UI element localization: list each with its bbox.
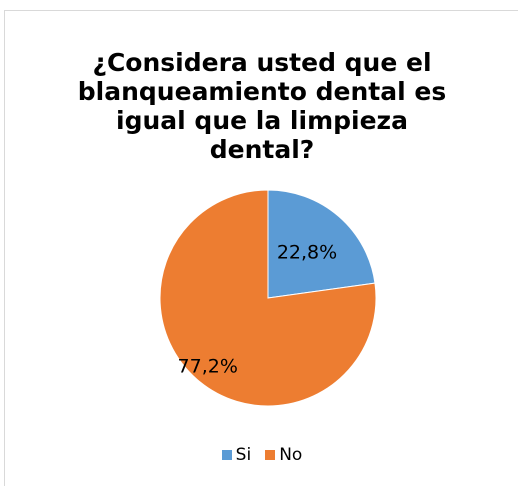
data-label-si: 22,8% [277,242,337,264]
legend-label-si: Si [235,445,252,465]
legend-swatch-no [265,450,276,460]
title-line-3: igual que la limpieza [116,106,408,135]
pie-slice-no [159,189,377,407]
chart-title: ¿Considera usted que el blanqueamiento d… [5,48,518,164]
title-line-2: blanqueamiento dental es [77,77,447,106]
legend-item-no: No [265,445,302,465]
legend-swatch-si [221,450,232,460]
title-line-1: ¿Considera usted que el [92,48,432,77]
title-line-4: dental? [209,135,315,164]
data-label-no: 77,2% [178,356,238,378]
pie-chart: 22,8% 77,2% [159,189,377,407]
legend-item-si: Si [221,445,252,465]
chart-area: ¿Considera usted que el blanqueamiento d… [4,10,518,486]
legend-label-no: No [279,445,303,465]
pie-slice-si [267,189,376,299]
legend: Si No [5,445,518,465]
